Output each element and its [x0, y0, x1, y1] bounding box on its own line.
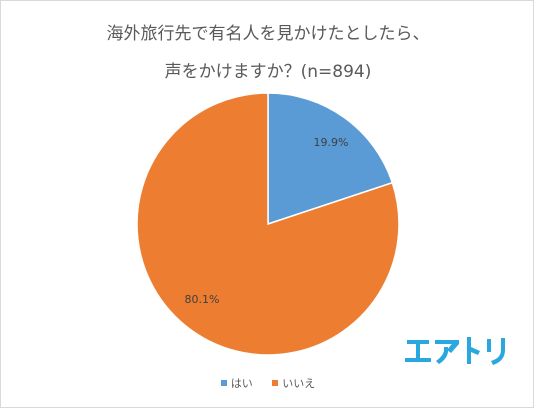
pie-slice-yes — [267, 92, 394, 226]
data-label-no: 80.1% — [185, 293, 220, 306]
legend-swatch-no — [272, 380, 279, 386]
chart-title-line-1: 海外旅行先で有名人を見かけたとしたら、 — [106, 24, 430, 44]
legend-item-no: いいえ — [272, 375, 315, 391]
airtrip-logo — [405, 334, 515, 374]
pie-slice-no — [136, 92, 400, 356]
chart-title-line-2: 声をかけますか？(n=894) — [164, 62, 372, 82]
legend-swatch-yes — [220, 380, 227, 386]
legend-item-yes: はい — [220, 375, 253, 391]
data-labels: 19.9% 80.1% — [185, 136, 349, 306]
chart-title: 海外旅行先で有名人を見かけたとしたら、 声をかけますか？(n=894) — [1, 15, 535, 91]
data-label-yes: 19.9% — [314, 136, 349, 149]
chart-legend: はい いいえ — [1, 375, 535, 391]
pie-slices — [136, 92, 400, 356]
legend-label-yes: はい — [230, 377, 253, 390]
legend-label-no: いいえ — [282, 377, 316, 390]
